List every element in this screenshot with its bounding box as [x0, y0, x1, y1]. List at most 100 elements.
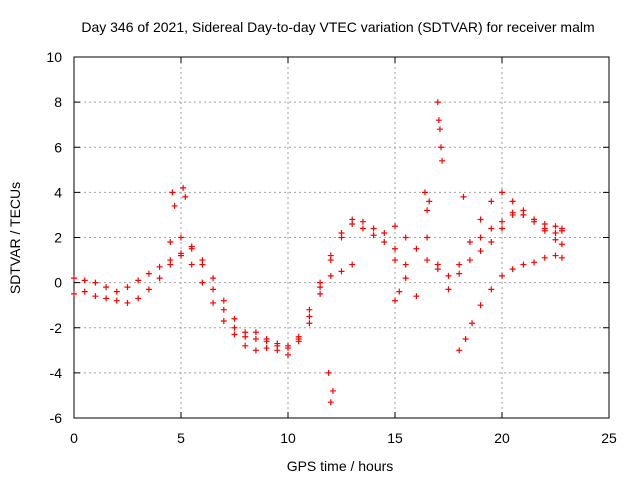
data-point-track-7 [509, 209, 516, 216]
y-tick-label: -2 [50, 320, 63, 336]
data-point-track-4 [477, 216, 484, 223]
data-point-track-3 [317, 279, 324, 286]
data-point-track-5 [445, 286, 452, 293]
data-point-track-3 [231, 324, 238, 331]
x-tick-label: 20 [494, 430, 510, 446]
data-point-track-2 [252, 347, 259, 354]
data-point-track-3 [263, 336, 270, 343]
data-point-track-5 [499, 225, 505, 232]
y-tick-label: 2 [54, 230, 62, 246]
data-point-track-1 [145, 270, 152, 277]
y-tick-label: 6 [54, 139, 62, 155]
data-point-track-7 [477, 234, 484, 241]
data-point-track-6 [469, 320, 476, 327]
data-point-track-2 [135, 295, 142, 302]
data-point-track-1 [81, 277, 88, 284]
data-point-track-6 [541, 254, 548, 261]
x-tick-label: 5 [177, 430, 185, 446]
data-point-track-1 [220, 297, 227, 304]
data-point-track-7 [531, 216, 538, 223]
data-point-track-2 [231, 331, 238, 338]
data-point-track-2 [220, 317, 227, 324]
data-point-track-5 [466, 257, 473, 264]
data-point-track-3 [252, 329, 259, 336]
data-point-track-1 [113, 288, 120, 295]
data-point-track-6 [531, 259, 538, 266]
data-point-track-2 [71, 290, 77, 297]
data-point-spikes [435, 117, 442, 124]
data-point-track-3 [370, 232, 377, 239]
data-point-track-7 [488, 225, 495, 232]
data-point-track-2 [156, 275, 163, 282]
data-point-track-1 [231, 315, 238, 322]
data-point-spikes [325, 369, 332, 376]
y-tick-label: 4 [54, 184, 62, 200]
data-point-track-2 [199, 279, 206, 286]
data-point-track-5 [434, 266, 441, 273]
data-points [71, 99, 565, 406]
data-point-track-2 [167, 261, 174, 268]
data-point-track-4 [413, 245, 420, 252]
data-point-track-5 [541, 227, 548, 234]
data-point-track-1 [370, 225, 377, 232]
data-point-track-2 [188, 261, 195, 268]
y-tick-label: 10 [46, 49, 62, 65]
data-point-track-6 [462, 336, 469, 343]
data-point-track-3 [413, 293, 420, 300]
data-point-track-3 [220, 306, 227, 313]
grid [74, 57, 609, 418]
data-point-track-2 [210, 299, 217, 306]
data-point-track-4 [424, 257, 431, 264]
data-point-track-1 [402, 261, 409, 268]
data-point-track-2 [338, 268, 345, 275]
data-point-track-3 [188, 243, 195, 250]
data-point-spikes [460, 193, 467, 200]
data-point-track-5 [552, 236, 559, 243]
data-point-track-4 [552, 229, 559, 236]
data-point-track-3 [338, 234, 345, 241]
data-point-track-1 [317, 290, 324, 297]
data-point-track-3 [381, 239, 388, 246]
data-point-track-1 [71, 275, 77, 282]
data-point-track-4 [488, 198, 495, 205]
data-point-track-4 [499, 189, 505, 196]
data-point-track-3 [285, 345, 291, 352]
data-point-spikes [392, 297, 398, 304]
x-axis-label: GPS time / hours [287, 458, 394, 474]
data-point-track-3 [242, 333, 249, 340]
data-point-track-1 [210, 275, 217, 282]
data-point-track-1 [252, 336, 259, 343]
data-point-track-1 [156, 263, 163, 270]
data-point-track-7 [541, 220, 548, 227]
data-point-track-5 [456, 270, 463, 277]
data-point-track-2 [81, 288, 88, 295]
data-point-track-3 [295, 333, 302, 340]
data-point-spikes [396, 288, 403, 295]
data-point-track-3 [274, 342, 281, 349]
data-point-track-3 [178, 234, 184, 241]
data-point-track-7 [499, 218, 505, 225]
data-point-track-2 [306, 313, 313, 320]
x-tick-label: 0 [70, 430, 78, 446]
y-tick-label: -6 [50, 410, 63, 426]
data-point-track-4 [445, 272, 452, 279]
data-point-track-1 [392, 245, 398, 252]
y-tick-label: 8 [54, 94, 62, 110]
data-point-track-3 [306, 306, 313, 313]
data-point-track-4 [402, 234, 409, 241]
y-axis-label: SDTVAR / TECUs [7, 182, 23, 294]
data-point-spikes [182, 193, 189, 200]
data-point-track-1 [381, 229, 388, 236]
data-point-track-3 [210, 286, 217, 293]
data-point-track-4 [392, 223, 398, 230]
data-point-track-6 [520, 261, 527, 268]
data-point-track-6 [552, 252, 559, 259]
data-point-spikes [180, 184, 187, 191]
data-point-track-1 [124, 284, 131, 291]
data-point-track-2 [327, 272, 334, 279]
data-point-track-2 [113, 297, 120, 304]
data-point-track-5 [488, 239, 495, 246]
data-point-track-6 [456, 347, 463, 354]
data-point-track-2 [124, 299, 131, 306]
data-point-track-2 [103, 295, 110, 302]
